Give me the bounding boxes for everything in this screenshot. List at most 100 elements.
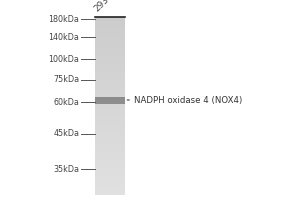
Bar <box>94 186 124 188</box>
Bar <box>94 70 124 72</box>
Bar <box>94 166 124 168</box>
Bar <box>94 54 124 56</box>
Bar <box>94 111 124 113</box>
Bar <box>94 97 124 99</box>
Bar <box>94 86 124 88</box>
Text: 100kDa: 100kDa <box>49 54 80 64</box>
Bar <box>94 161 124 163</box>
Bar <box>94 95 124 97</box>
Bar <box>94 65 124 67</box>
Bar <box>94 118 124 120</box>
Bar <box>94 163 124 165</box>
Bar <box>94 131 124 133</box>
Bar <box>94 168 124 170</box>
Bar <box>94 77 124 79</box>
Bar <box>94 189 124 191</box>
Bar <box>94 182 124 184</box>
Bar <box>94 40 124 42</box>
Bar <box>94 109 124 111</box>
Bar <box>94 114 124 117</box>
Bar <box>94 68 124 70</box>
Text: 140kDa: 140kDa <box>49 32 80 42</box>
Bar <box>94 150 124 152</box>
Bar <box>94 134 124 136</box>
Bar <box>94 22 124 24</box>
Bar <box>94 143 124 145</box>
Bar <box>94 61 124 63</box>
Bar <box>94 125 124 127</box>
Bar <box>94 31 124 33</box>
Bar <box>94 170 124 172</box>
Bar <box>94 79 124 81</box>
Bar <box>94 25 124 28</box>
Bar <box>94 98 124 101</box>
Bar <box>94 27 124 29</box>
Bar <box>94 148 124 150</box>
Bar <box>94 33 124 35</box>
Bar <box>94 155 124 158</box>
Bar <box>94 123 124 126</box>
Bar <box>94 29 124 31</box>
Bar <box>94 72 124 74</box>
Bar <box>94 152 124 154</box>
Bar <box>94 107 124 110</box>
Bar <box>94 42 124 44</box>
Bar <box>94 20 124 22</box>
Bar <box>94 36 124 38</box>
Bar <box>94 66 124 69</box>
Text: 45kDa: 45kDa <box>53 130 80 138</box>
Text: 35kDa: 35kDa <box>53 164 80 173</box>
Bar <box>94 132 124 134</box>
Bar <box>94 18 124 21</box>
Bar <box>94 100 124 102</box>
Bar <box>94 145 124 147</box>
Bar <box>94 91 124 94</box>
Bar <box>94 164 124 167</box>
Bar <box>94 136 124 138</box>
Bar <box>94 93 124 95</box>
Bar <box>94 50 124 53</box>
Bar <box>94 102 124 104</box>
Bar <box>94 24 124 26</box>
Bar <box>94 38 124 40</box>
Text: 180kDa: 180kDa <box>49 15 80 23</box>
Bar <box>94 120 124 122</box>
Bar <box>94 52 124 54</box>
Bar <box>94 84 124 86</box>
Bar <box>94 58 124 60</box>
Text: 75kDa: 75kDa <box>53 75 80 84</box>
Bar <box>94 43 124 45</box>
Bar <box>94 179 124 181</box>
Bar <box>94 141 124 143</box>
Bar <box>94 75 124 78</box>
Bar <box>94 81 124 83</box>
Bar <box>94 127 124 129</box>
Bar <box>94 157 124 159</box>
Bar <box>94 74 124 76</box>
Bar <box>94 56 124 58</box>
Bar <box>94 147 124 149</box>
Bar <box>94 129 124 131</box>
Bar <box>94 154 124 156</box>
Bar <box>94 180 124 183</box>
Bar <box>94 97 124 104</box>
Bar <box>94 90 124 92</box>
Bar <box>94 139 124 142</box>
Bar <box>94 193 124 195</box>
Text: 60kDa: 60kDa <box>54 98 80 107</box>
Bar <box>94 171 124 174</box>
Bar <box>94 59 124 62</box>
Bar <box>94 82 124 85</box>
Text: NADPH oxidase 4 (NOX4): NADPH oxidase 4 (NOX4) <box>134 96 242 104</box>
Bar <box>94 34 124 37</box>
Bar <box>94 187 124 190</box>
Bar <box>94 173 124 175</box>
Bar <box>94 63 124 65</box>
Bar <box>94 191 124 193</box>
Text: 293T: 293T <box>92 0 115 13</box>
Bar <box>94 122 124 124</box>
Bar <box>94 138 124 140</box>
Bar <box>94 106 124 108</box>
Bar <box>94 47 124 49</box>
Bar <box>94 177 124 179</box>
